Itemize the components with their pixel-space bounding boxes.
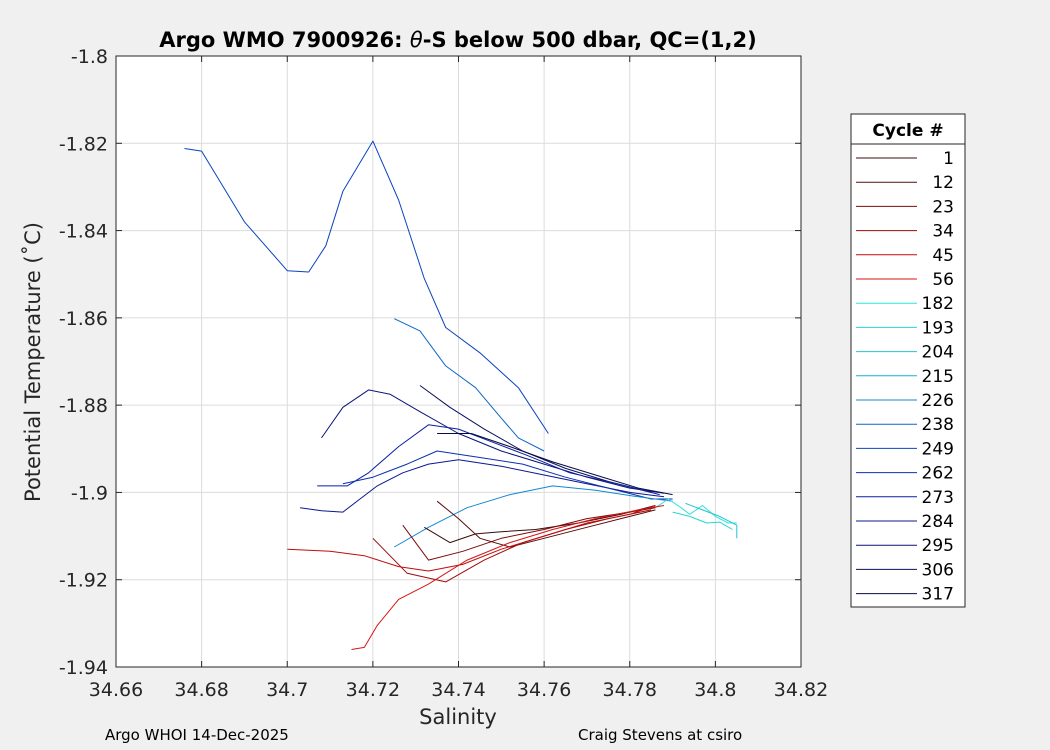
- chart-title-theta: θ: [410, 28, 423, 52]
- series-line-cycle-262: [342, 450, 673, 500]
- legend-label-23: 23: [932, 197, 954, 217]
- legend-label-1: 1: [943, 149, 954, 169]
- chart-title-prefix: Argo WMO 7900926:: [159, 28, 410, 52]
- x-tick-label: 34.76: [517, 679, 571, 701]
- series-line-cycle-204: [685, 502, 738, 539]
- series-line-cycle-182: [655, 498, 737, 524]
- y-tick-label: -1.84: [59, 221, 108, 243]
- legend-items: 1 12 23 34 45 56 182 193 204 215 226 238 249 262 273 28…: [856, 149, 954, 605]
- legend-label-249: 249: [922, 439, 954, 459]
- y-tick-label: -1.94: [59, 657, 108, 679]
- legend: Cycle # 1 12 23 34 45 56 182 193 204 215 226 238 249…: [850, 113, 966, 608]
- series-line-cycle-193: [672, 511, 733, 530]
- x-axis-label: Salinity: [419, 705, 497, 729]
- series-line-cycle-284: [300, 459, 665, 513]
- x-tick-label: 34.8: [694, 679, 736, 701]
- x-tick-label: 34.78: [603, 679, 657, 701]
- axis-ticks: 34.66 34.68 34.7 34.72 34.74 34.76 34.78 34.8 34…: [59, 46, 828, 701]
- series-line-cycle-238: [394, 318, 545, 452]
- legend-label-226: 226: [922, 391, 954, 411]
- chart-title-suffix: -S below 500 dbar, QC=(1,2): [423, 28, 757, 52]
- series-line-cycle-273: [317, 424, 660, 496]
- legend-label-215: 215: [922, 367, 954, 387]
- chart-title: Argo WMO 7900926: θ-S below 500 dbar, QC…: [159, 28, 756, 52]
- y-tick-label: -1.92: [59, 570, 108, 592]
- y-tick-label: -1.8: [71, 46, 108, 68]
- legend-label-12: 12: [932, 173, 954, 193]
- y-axis-label: Potential Temperature (˚C): [21, 222, 45, 502]
- series-line-cycle-12: [436, 500, 656, 548]
- legend-label-193: 193: [922, 318, 954, 338]
- legend-label-284: 284: [922, 512, 954, 532]
- y-tick-label: -1.88: [59, 395, 108, 417]
- y-tick-label: -1.9: [71, 482, 108, 504]
- legend-label-238: 238: [922, 415, 954, 435]
- x-tick-label: 34.72: [346, 679, 400, 701]
- legend-label-317: 317: [922, 585, 954, 605]
- legend-label-45: 45: [932, 246, 954, 266]
- legend-label-262: 262: [922, 464, 954, 484]
- series-line-cycle-56: [351, 505, 665, 650]
- legend-label-295: 295: [922, 536, 954, 556]
- series-line-cycle-317: [437, 433, 673, 496]
- legend-box: [850, 113, 966, 608]
- legend-label-306: 306: [922, 560, 954, 580]
- data-series: [184, 140, 738, 650]
- series-line-cycle-1: [424, 505, 656, 544]
- legend-title: Cycle #: [872, 121, 943, 141]
- y-tick-label: -1.82: [59, 133, 108, 155]
- legend-label-34: 34: [932, 222, 954, 242]
- x-tick-label: 34.74: [431, 679, 485, 701]
- legend-label-273: 273: [922, 488, 954, 508]
- x-tick-label: 34.82: [774, 679, 828, 701]
- x-tick-label: 34.68: [174, 679, 228, 701]
- x-tick-label: 34.66: [89, 679, 143, 701]
- x-tick-label: 34.7: [266, 679, 308, 701]
- footer-left: Argo WHOI 14-Dec-2025: [105, 726, 289, 744]
- legend-label-182: 182: [922, 294, 954, 314]
- legend-label-204: 204: [922, 343, 954, 363]
- series-line-cycle-45: [287, 505, 656, 572]
- legend-label-56: 56: [932, 270, 954, 290]
- series-line-cycle-226: [394, 485, 673, 548]
- series-line-cycle-249: [184, 140, 549, 434]
- footer-right: Craig Stevens at csiro: [578, 726, 742, 744]
- y-tick-label: -1.86: [59, 308, 108, 330]
